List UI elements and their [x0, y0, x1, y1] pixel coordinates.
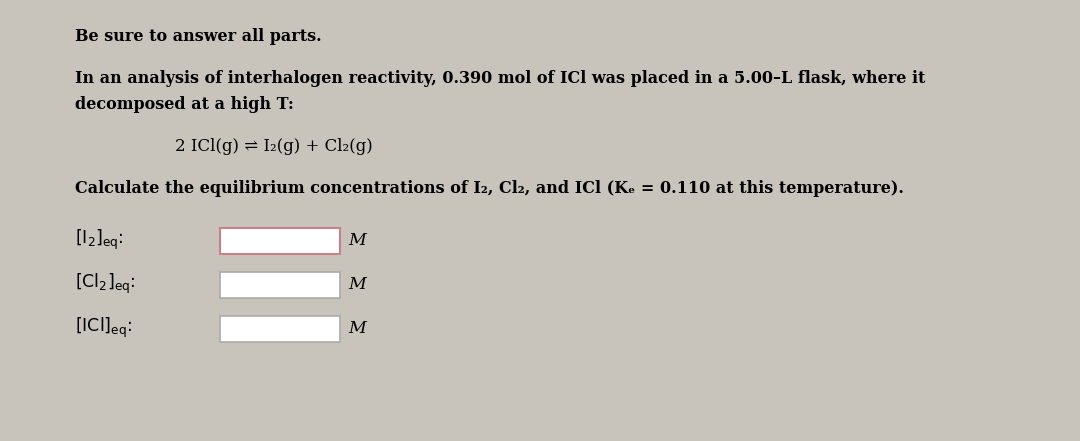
FancyBboxPatch shape	[220, 316, 340, 342]
FancyBboxPatch shape	[220, 272, 340, 298]
Text: $[\mathrm{Cl_2}]_{\mathrm{eq}}$:: $[\mathrm{Cl_2}]_{\mathrm{eq}}$:	[75, 272, 136, 296]
Text: M: M	[348, 277, 366, 294]
Text: Calculate the equilibrium concentrations of I₂, Cl₂, and ICl (Kₑ = 0.110 at this: Calculate the equilibrium concentrations…	[75, 180, 904, 197]
Text: $[\mathrm{ICl}]_{\mathrm{eq}}$:: $[\mathrm{ICl}]_{\mathrm{eq}}$:	[75, 316, 132, 340]
Text: decomposed at a high T:: decomposed at a high T:	[75, 96, 294, 113]
Text: 2 ICl(g) ⇌ I₂(g) + Cl₂(g): 2 ICl(g) ⇌ I₂(g) + Cl₂(g)	[175, 138, 373, 155]
Text: M: M	[348, 321, 366, 337]
Text: In an analysis of interhalogen reactivity, 0.390 mol of ICl was placed in a 5.00: In an analysis of interhalogen reactivit…	[75, 70, 926, 87]
Text: M: M	[348, 232, 366, 250]
FancyBboxPatch shape	[220, 228, 340, 254]
Text: $[\mathrm{I_2}]_{\mathrm{eq}}$:: $[\mathrm{I_2}]_{\mathrm{eq}}$:	[75, 228, 124, 252]
Text: Be sure to answer all parts.: Be sure to answer all parts.	[75, 28, 322, 45]
